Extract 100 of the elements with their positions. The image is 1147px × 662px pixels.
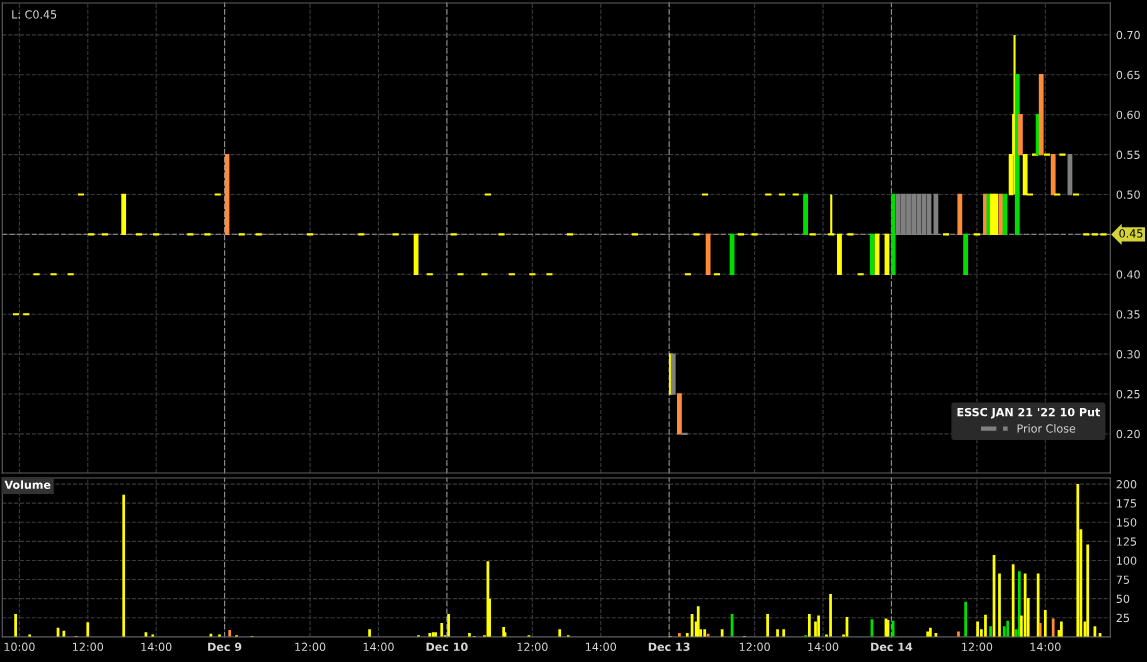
candlestick (76, 193, 86, 196)
x-tick-label: Dec 9 (208, 642, 242, 651)
bar (122, 494, 126, 637)
bar (984, 614, 987, 637)
bar (964, 601, 968, 637)
bar (957, 631, 960, 637)
y-tick-label: 0.50 (1116, 190, 1140, 199)
bar (703, 629, 707, 637)
x-tick-label: 12:00 (517, 642, 548, 651)
annotation: L: C0.45 (12, 10, 57, 19)
x-tick-label: 10:00 (4, 642, 35, 651)
x-tick-label: Dec 14 (871, 642, 913, 651)
bar (1043, 610, 1047, 637)
y-tick-label: 0.65 (1116, 70, 1140, 80)
bar (228, 629, 232, 637)
candlestick (712, 273, 722, 276)
bar (14, 613, 17, 637)
x-tick-label: 14:00 (808, 642, 839, 651)
bar (1086, 544, 1090, 637)
bar (720, 629, 724, 637)
bar (468, 633, 471, 637)
bar (447, 613, 450, 637)
candlestick (203, 233, 212, 236)
bar (1011, 564, 1015, 637)
candlestick (692, 233, 701, 236)
bar (1076, 484, 1080, 637)
y-tick-label: 75 (1116, 575, 1130, 584)
bar (685, 633, 689, 637)
candlestick (32, 273, 41, 276)
y-tick-label: 0.60 (1116, 110, 1140, 120)
y-tick-label: 0.70 (1116, 30, 1140, 40)
y-tick-label: 150 (1117, 518, 1137, 527)
bar (678, 633, 681, 637)
bar (1036, 573, 1040, 637)
candlestick (213, 193, 222, 196)
candlestick (846, 233, 855, 236)
bar (782, 629, 786, 637)
bar (976, 621, 979, 637)
y-tick-label: 100 (1117, 556, 1137, 565)
bar (998, 573, 1001, 637)
x-tick-label: Dec 10 (426, 642, 468, 651)
bar (368, 629, 371, 637)
bar (440, 623, 444, 637)
y-tick-label: 200 (1116, 480, 1137, 489)
legend-title: ESSC JAN 21 '22 10 Put (957, 407, 1101, 419)
candlestick (683, 273, 693, 276)
candlestick (66, 273, 75, 276)
chart-title: Volume (4, 480, 51, 489)
bar (696, 606, 700, 637)
y-tick-label: 0.25 (1116, 389, 1140, 399)
candlestick (827, 193, 836, 236)
bar (86, 622, 90, 637)
candlestick (777, 193, 787, 196)
bar (929, 627, 932, 637)
candlestick (856, 273, 865, 276)
bar (926, 631, 930, 637)
legend-label: Prior Close (1017, 424, 1076, 433)
candlestick (750, 233, 759, 236)
y-tick-label: 0.35 (1116, 310, 1140, 319)
annotation: 0.45 (1119, 229, 1143, 238)
y-tick-label: 0.40 (1116, 270, 1140, 279)
bar (1023, 573, 1027, 637)
bar (1060, 621, 1063, 637)
bar (776, 629, 779, 637)
candlestick (87, 233, 96, 236)
bar (1006, 620, 1010, 637)
candlestick (186, 233, 195, 236)
candlestick (49, 273, 58, 276)
candlestick (22, 313, 31, 316)
x-tick-label: 12:00 (739, 642, 770, 651)
x-tick-label: Dec 13 (648, 642, 690, 651)
x-tick-label: 14:00 (141, 642, 172, 651)
bar (1051, 618, 1055, 637)
y-tick-label: 0.20 (1116, 429, 1140, 439)
candlestick (11, 313, 21, 316)
bar (989, 626, 992, 637)
y-tick-label: 0.55 (1116, 150, 1140, 159)
y-tick-label: 50 (1116, 594, 1130, 604)
candlestick (134, 233, 144, 236)
y-tick-label: 175 (1117, 499, 1137, 508)
candlestick (764, 193, 773, 196)
candlestick (736, 233, 746, 236)
candlestick (808, 233, 817, 236)
x-tick-label: 12:00 (962, 642, 993, 651)
bar (766, 613, 769, 637)
bar (558, 629, 562, 637)
bar (807, 613, 811, 637)
y-tick-label: 0.30 (1116, 350, 1140, 359)
x-tick-label: 14:00 (585, 642, 617, 651)
x-tick-label: 12:00 (73, 642, 104, 651)
bar (829, 594, 832, 637)
x-tick-label: 14:00 (1030, 642, 1061, 651)
candlestick (100, 233, 109, 236)
candlestick (680, 432, 689, 435)
y-tick-label: 25 (1116, 613, 1130, 623)
x-tick-label: 14:00 (363, 642, 394, 651)
candlestick (700, 193, 710, 196)
candlestick (152, 233, 161, 236)
bar (817, 615, 820, 637)
candlestick (791, 193, 800, 196)
